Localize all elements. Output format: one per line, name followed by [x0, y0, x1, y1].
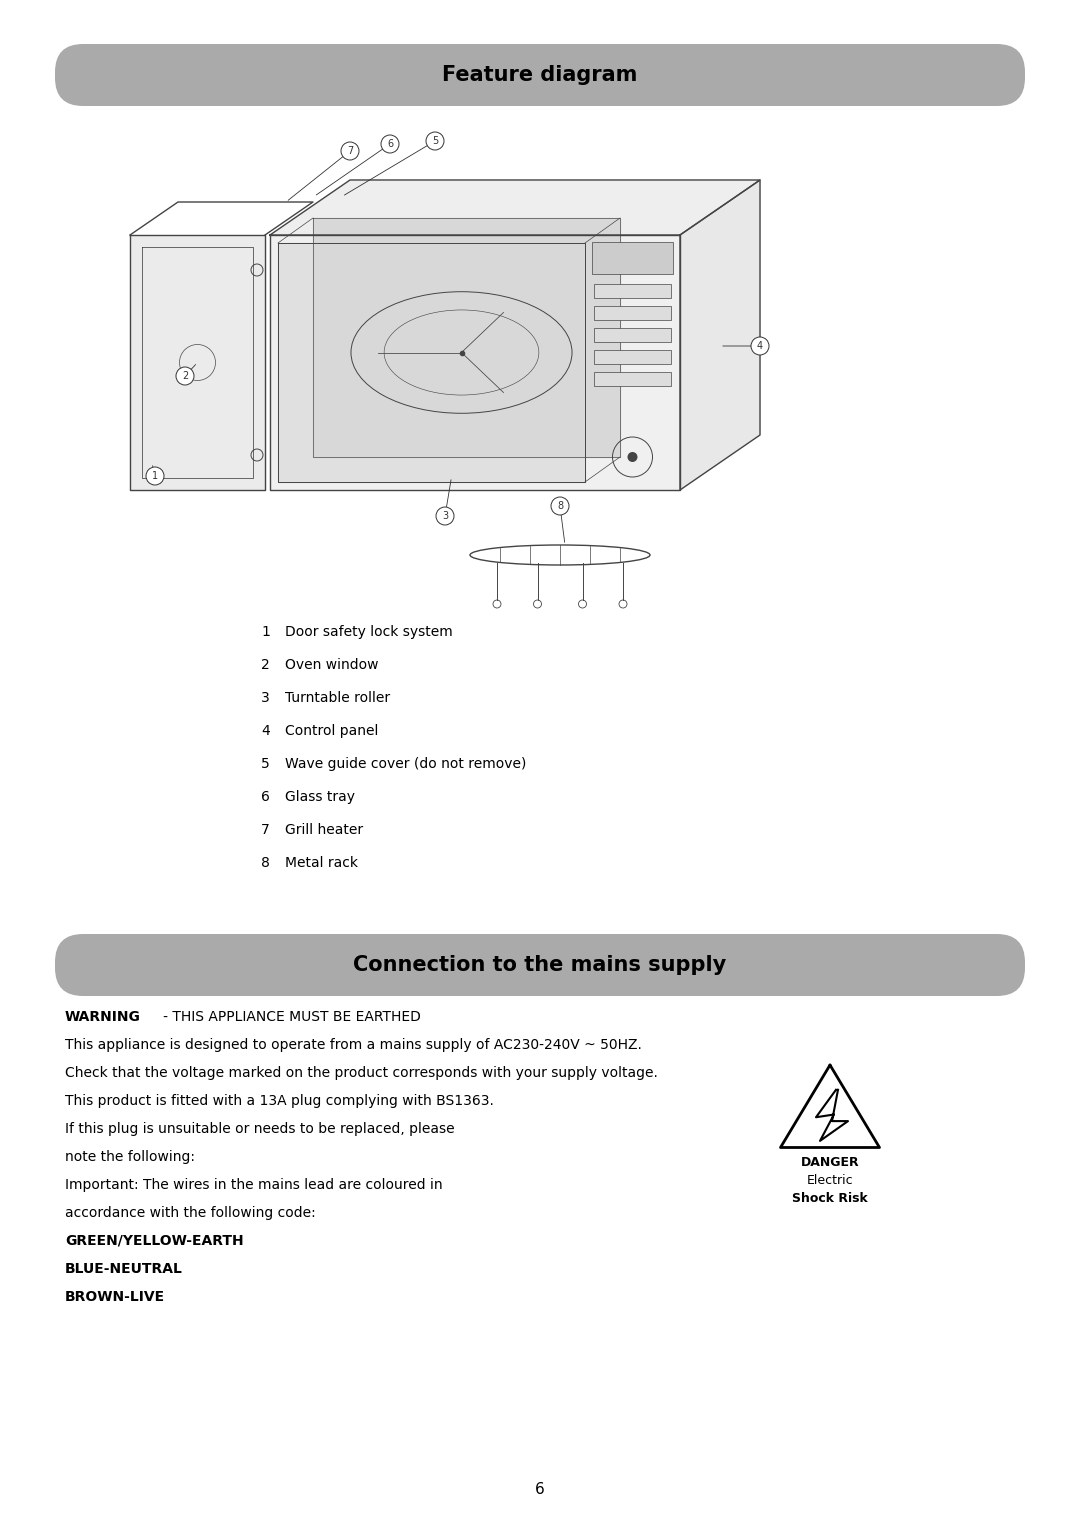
Text: Glass tray: Glass tray — [285, 789, 355, 805]
FancyBboxPatch shape — [55, 935, 1025, 996]
FancyBboxPatch shape — [594, 350, 671, 363]
Text: WARNING: WARNING — [65, 1009, 140, 1025]
Text: 4: 4 — [757, 341, 764, 351]
Text: Shock Risk: Shock Risk — [792, 1191, 868, 1205]
Text: 1: 1 — [152, 470, 158, 481]
Text: Oven window: Oven window — [285, 658, 378, 672]
Text: Electric: Electric — [807, 1174, 853, 1186]
Circle shape — [426, 131, 444, 150]
Polygon shape — [130, 235, 265, 490]
Text: Check that the voltage marked on the product corresponds with your supply voltag: Check that the voltage marked on the pro… — [65, 1066, 658, 1080]
Text: Turntable roller: Turntable roller — [285, 692, 390, 705]
Text: Door safety lock system: Door safety lock system — [285, 625, 453, 638]
Polygon shape — [278, 243, 585, 483]
Circle shape — [341, 142, 359, 160]
Circle shape — [176, 366, 194, 385]
FancyBboxPatch shape — [594, 373, 671, 386]
Text: 7: 7 — [261, 823, 270, 837]
Text: 6: 6 — [387, 139, 393, 150]
Text: - THIS APPLIANCE MUST BE EARTHED: - THIS APPLIANCE MUST BE EARTHED — [150, 1009, 421, 1025]
FancyBboxPatch shape — [594, 284, 671, 298]
Text: GREEN/YELLOW-EARTH: GREEN/YELLOW-EARTH — [65, 1234, 244, 1248]
Polygon shape — [270, 235, 680, 490]
Text: If this plug is unsuitable or needs to be replaced, please: If this plug is unsuitable or needs to b… — [65, 1122, 455, 1136]
Text: 5: 5 — [261, 757, 270, 771]
FancyBboxPatch shape — [55, 44, 1025, 105]
Polygon shape — [781, 1064, 879, 1147]
Circle shape — [436, 507, 454, 525]
Circle shape — [551, 496, 569, 515]
Text: Feature diagram: Feature diagram — [443, 66, 637, 86]
Circle shape — [751, 337, 769, 354]
Text: 8: 8 — [557, 501, 563, 512]
Text: 7: 7 — [347, 147, 353, 156]
FancyBboxPatch shape — [592, 241, 673, 273]
Text: Control panel: Control panel — [285, 724, 378, 738]
Text: Grill heater: Grill heater — [285, 823, 363, 837]
Text: 4: 4 — [261, 724, 270, 738]
FancyBboxPatch shape — [594, 328, 671, 342]
Polygon shape — [270, 180, 760, 235]
Text: 2: 2 — [181, 371, 188, 382]
Text: accordance with the following code:: accordance with the following code: — [65, 1206, 315, 1220]
Circle shape — [627, 452, 637, 463]
Text: 6: 6 — [261, 789, 270, 805]
Text: This appliance is designed to operate from a mains supply of AC230-240V ~ 50HZ.: This appliance is designed to operate fr… — [65, 1038, 642, 1052]
FancyBboxPatch shape — [594, 305, 671, 321]
Circle shape — [146, 467, 164, 486]
Text: BROWN-LIVE: BROWN-LIVE — [65, 1290, 165, 1304]
Text: 6: 6 — [535, 1483, 545, 1498]
Polygon shape — [313, 218, 620, 457]
Text: 3: 3 — [442, 512, 448, 521]
Polygon shape — [680, 180, 760, 490]
Text: Wave guide cover (do not remove): Wave guide cover (do not remove) — [285, 757, 526, 771]
Text: 8: 8 — [261, 857, 270, 870]
Text: This product is fitted with a 13A plug complying with BS1363.: This product is fitted with a 13A plug c… — [65, 1093, 494, 1109]
Text: Metal rack: Metal rack — [285, 857, 357, 870]
Text: note the following:: note the following: — [65, 1150, 195, 1164]
Text: 1: 1 — [261, 625, 270, 638]
Text: Important: The wires in the mains lead are coloured in: Important: The wires in the mains lead a… — [65, 1177, 443, 1193]
Text: 5: 5 — [432, 136, 438, 147]
Text: Connection to the mains supply: Connection to the mains supply — [353, 954, 727, 976]
Text: BLUE-NEUTRAL: BLUE-NEUTRAL — [65, 1261, 183, 1277]
Text: 2: 2 — [261, 658, 270, 672]
Text: 3: 3 — [261, 692, 270, 705]
Text: DANGER: DANGER — [800, 1156, 860, 1168]
Circle shape — [381, 134, 399, 153]
